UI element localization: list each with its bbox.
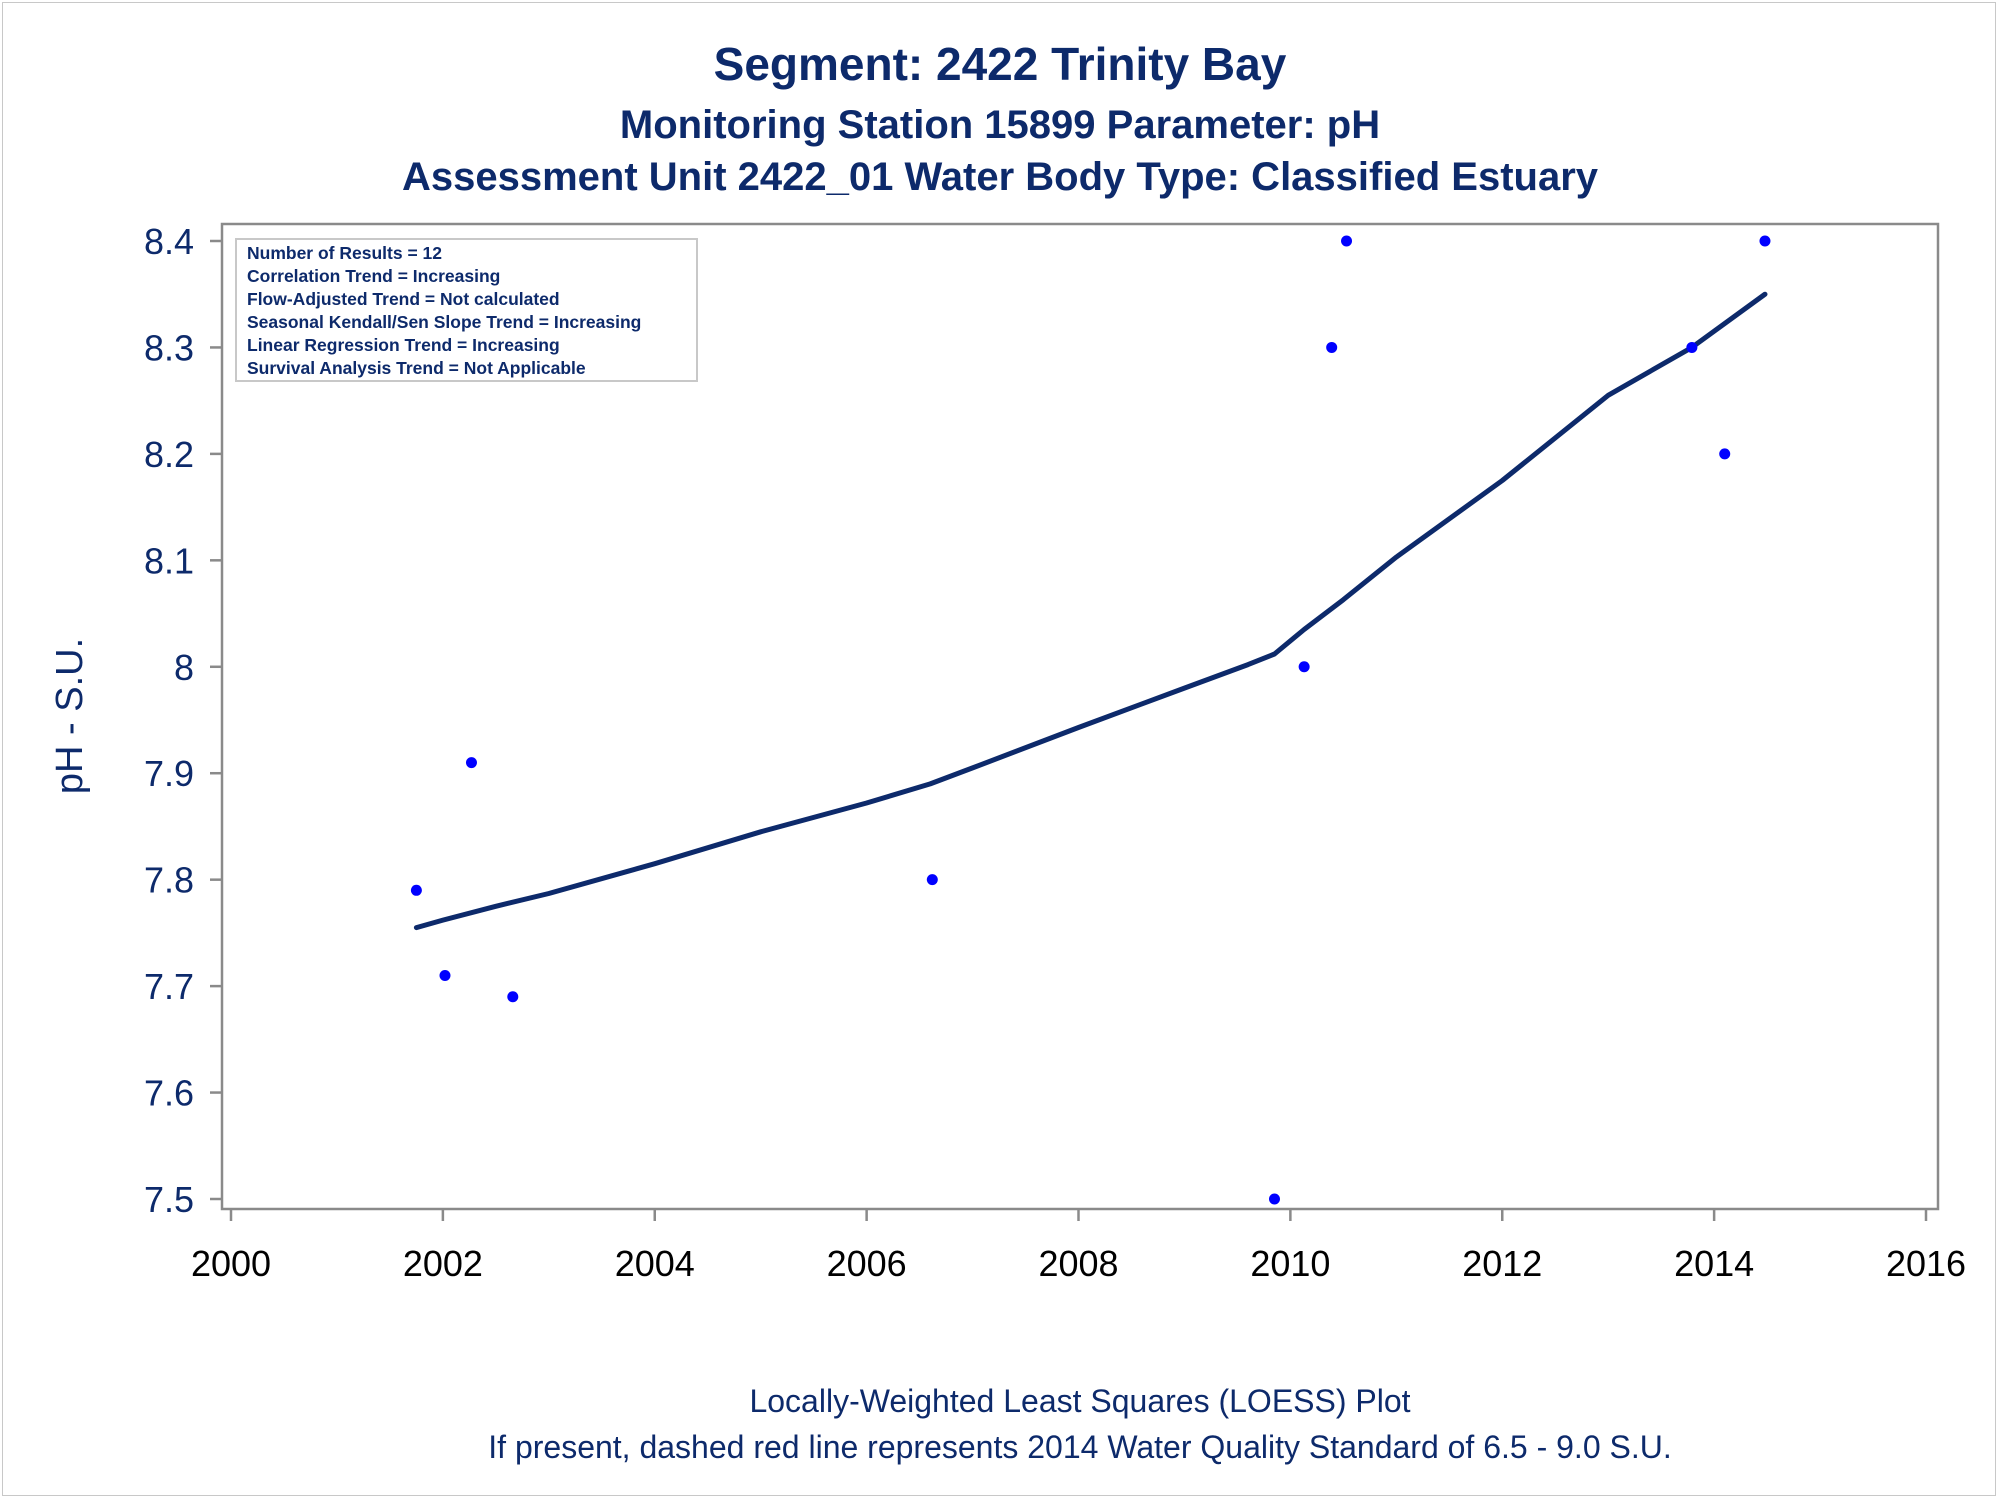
- data-point: [1326, 341, 1338, 353]
- x-tick-label: 2004: [615, 1243, 695, 1284]
- data-point: [1268, 1193, 1280, 1205]
- chart-subtitle: Monitoring Station 15899 Parameter: pH: [620, 103, 1380, 147]
- data-point: [410, 884, 422, 896]
- y-axis: 7.5 7.6 7.7 7.8 7.9 8 8.1 8.2 8.3 8.4: [144, 221, 222, 1220]
- data-point: [1298, 661, 1310, 673]
- data-point: [439, 969, 451, 981]
- series-layer: [410, 235, 1771, 1205]
- y-tick-label: 7.8: [144, 860, 194, 901]
- y-tick-label: 7.5: [144, 1179, 194, 1220]
- stats-line-survival-analysis: Survival Analysis Trend = Not Applicable: [247, 358, 586, 378]
- x-tick-label: 2014: [1674, 1243, 1754, 1284]
- data-point: [1719, 448, 1731, 460]
- data-point: [926, 874, 938, 886]
- stats-line-correlation: Correlation Trend = Increasing: [247, 266, 500, 286]
- y-tick-label: 7.7: [144, 966, 194, 1007]
- data-point: [465, 757, 477, 769]
- loess-line: [413, 291, 1768, 931]
- y-tick-label: 8: [174, 647, 194, 688]
- x-tick-label: 2010: [1250, 1243, 1330, 1284]
- y-axis-title: pH - S.U.: [49, 638, 91, 794]
- x-tick-label: 2008: [1038, 1243, 1118, 1284]
- chart-subtitle-2: Assessment Unit 2422_01 Water Body Type:…: [402, 155, 1599, 199]
- stats-line-seasonal-kendall: Seasonal Kendall/Sen Slope Trend = Incre…: [247, 312, 641, 332]
- x-tick-label: 2002: [403, 1243, 483, 1284]
- y-tick-label: 7.6: [144, 1073, 194, 1114]
- x-tick-label: 2012: [1462, 1243, 1542, 1284]
- footnote-standard: If present, dashed red line represents 2…: [488, 1429, 1671, 1465]
- data-point: [507, 991, 519, 1003]
- x-tick-label: 2016: [1886, 1243, 1966, 1284]
- stats-line-linear-regression: Linear Regression Trend = Increasing: [247, 335, 560, 355]
- y-tick-label: 8.1: [144, 540, 194, 581]
- stats-line-results: Number of Results = 12: [247, 243, 442, 263]
- x-axis: 2000 2002 2004 2006 2008 2010 2012 2014 2016: [191, 1209, 1966, 1284]
- y-tick-label: 8.3: [144, 327, 194, 368]
- stats-box: Number of Results = 12 Correlation Trend…: [235, 238, 698, 382]
- data-point: [1341, 235, 1353, 247]
- stats-line-flow-adjusted: Flow-Adjusted Trend = Not calculated: [247, 289, 560, 309]
- y-tick-label: 8.4: [144, 221, 194, 262]
- chart-title: Segment: 2422 Trinity Bay: [714, 38, 1287, 90]
- y-tick-label: 7.9: [144, 753, 194, 794]
- data-point: [1759, 235, 1771, 247]
- y-tick-label: 8.2: [144, 434, 194, 475]
- data-point: [1686, 341, 1698, 353]
- stats-box-border: [235, 238, 698, 382]
- x-tick-label: 2006: [827, 1243, 907, 1284]
- footnote-loess: Locally-Weighted Least Squares (LOESS) P…: [749, 1383, 1410, 1419]
- x-tick-label: 2000: [191, 1243, 271, 1284]
- plot-area: [220, 222, 1940, 1211]
